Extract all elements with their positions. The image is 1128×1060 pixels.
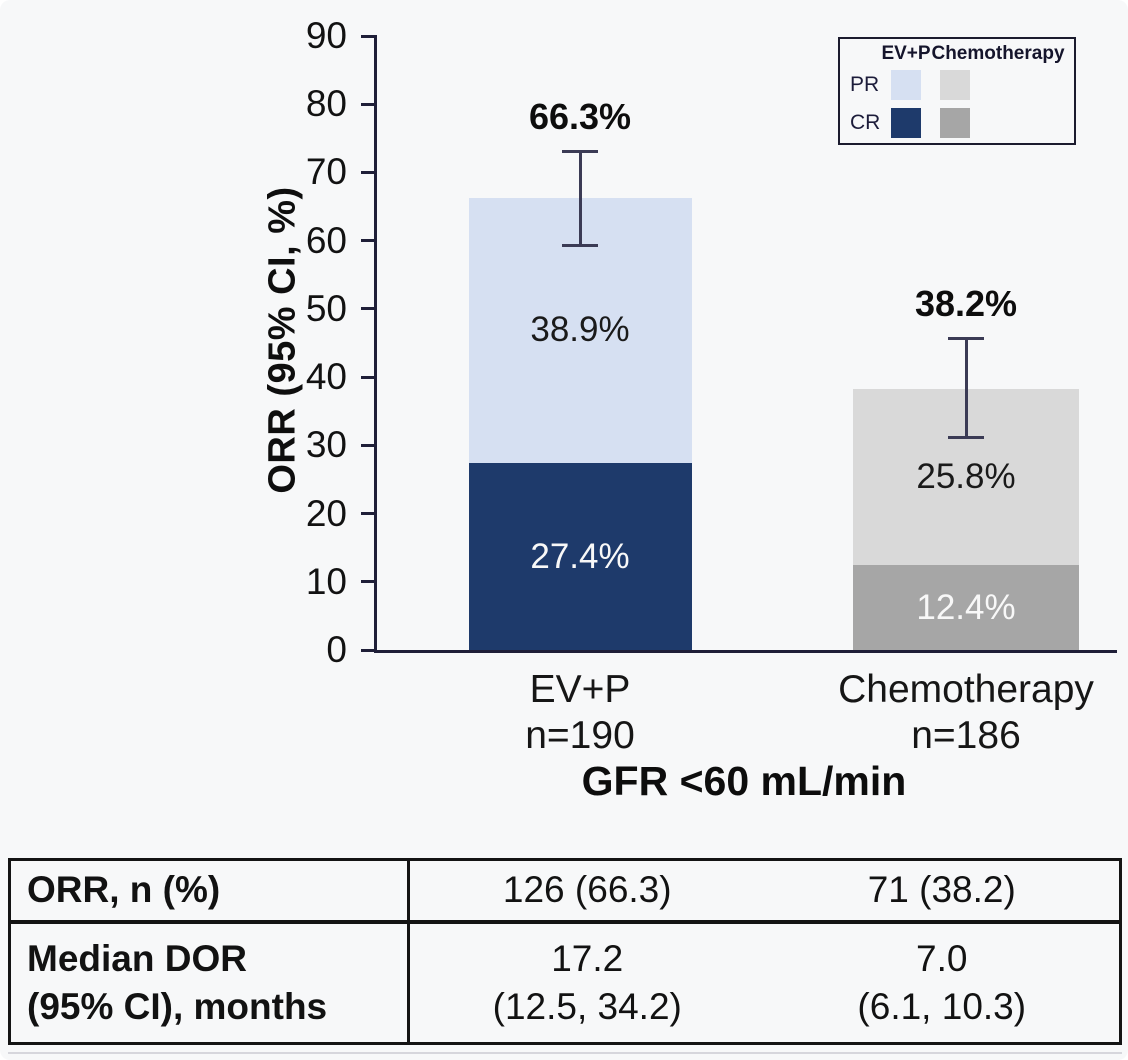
bar-segment-label: 12.4% — [916, 587, 1016, 627]
category-label: EV+P — [529, 668, 631, 711]
bar-total-label: 66.3% — [528, 95, 632, 137]
table-cell-dor-chemotherapy: 7.0 (6.1, 10.3) — [765, 935, 1120, 1031]
y-tick-label: 50 — [305, 287, 347, 329]
table-row-orr: ORR, n (%) 126 (66.3) 71 (38.2) — [11, 861, 1119, 924]
error-bar — [578, 151, 582, 246]
summary-table: ORR, n (%) 126 (66.3) 71 (38.2) Median D… — [8, 858, 1122, 1045]
y-tick — [361, 648, 377, 652]
legend-row-pr: PR — [850, 73, 880, 96]
y-tick-label: 90 — [305, 15, 347, 56]
legend-swatch-cr-evp — [891, 108, 921, 138]
y-tick — [361, 375, 377, 379]
table-label-orr: ORR, n (%) — [11, 861, 410, 920]
y-tick-label: 20 — [305, 492, 347, 534]
error-bar — [964, 338, 968, 438]
category-label: Chemotherapy — [838, 668, 1094, 711]
error-bar-cap-bottom — [948, 435, 984, 439]
y-tick-label: 40 — [305, 356, 347, 398]
error-bar-cap-top — [948, 337, 984, 341]
table-label-dor-line2: (95% CI), months — [27, 986, 328, 1027]
y-tick-label: 70 — [305, 151, 347, 193]
table-label-orr-text: ORR, n (%) — [27, 869, 221, 911]
legend-swatch-cr-chemotherapy — [940, 108, 970, 138]
bar-segment-cr-evp: 27.4% — [468, 463, 692, 650]
y-tick-label: 80 — [305, 83, 347, 125]
table-cell-dor-chemotherapy-median: 7.0 — [916, 937, 968, 979]
table-cell-dor-evp-median: 17.2 — [551, 937, 624, 979]
table-underline — [8, 1052, 1122, 1054]
y-tick — [361, 102, 377, 106]
y-tick — [361, 443, 377, 447]
legend-swatch-pr-evp — [891, 70, 921, 100]
table-cell-dor-evp: 17.2 (12.5, 34.2) — [410, 935, 765, 1031]
y-tick — [361, 580, 377, 584]
legend-swatch-pr-chemotherapy — [940, 70, 970, 100]
y-tick — [361, 34, 377, 38]
table-cell-dor-evp-ci: (12.5, 34.2) — [492, 986, 682, 1027]
chart-legend: EV+P Chemotherapy PR CR — [838, 37, 1076, 145]
legend-row-cr: CR — [850, 111, 881, 134]
table-cell-orr-evp: 126 (66.3) — [502, 869, 672, 911]
y-tick-label: 0 — [326, 629, 347, 670]
y-tick — [361, 239, 377, 243]
bar-segment-cr-chemotherapy: 12.4% — [853, 565, 1079, 650]
bar-total-label: 38.2% — [914, 282, 1018, 324]
table-label-dor: Median DOR (95% CI), months — [11, 924, 410, 1042]
y-tick-label: 30 — [305, 424, 347, 466]
table-cell-orr-chemotherapy: 71 (38.2) — [867, 869, 1016, 911]
bar-segment-label: 25.8% — [916, 457, 1016, 497]
y-tick — [361, 307, 377, 311]
category-n-label: n=190 — [525, 714, 635, 757]
legend-column-evp: EV+P — [881, 43, 931, 64]
plot-area: 0 10 20 30 40 50 60 70 80 90 27.4% 38.9% 66.3% EV+P n=… — [306, 15, 1117, 757]
table-row-dor: Median DOR (95% CI), months 17.2 (12.5, … — [11, 924, 1119, 1042]
y-tick-label: 60 — [305, 219, 347, 261]
table-cell-dor-chemotherapy-ci: (6.1, 10.3) — [857, 986, 1027, 1027]
bar-segment-label: 38.9% — [530, 310, 630, 350]
y-tick — [361, 512, 377, 516]
legend-column-chemotherapy: Chemotherapy — [931, 43, 1065, 64]
table-label-dor-line1: Median DOR — [27, 937, 247, 979]
x-axis-title: GFR <60 mL/min — [581, 758, 907, 804]
error-bar-cap-bottom — [562, 243, 598, 247]
category-n-label: n=186 — [911, 714, 1021, 757]
error-bar-cap-top — [562, 150, 598, 154]
y-tick-label: 10 — [305, 560, 347, 602]
bar-segment-label: 27.4% — [530, 536, 630, 576]
y-tick — [361, 170, 377, 174]
